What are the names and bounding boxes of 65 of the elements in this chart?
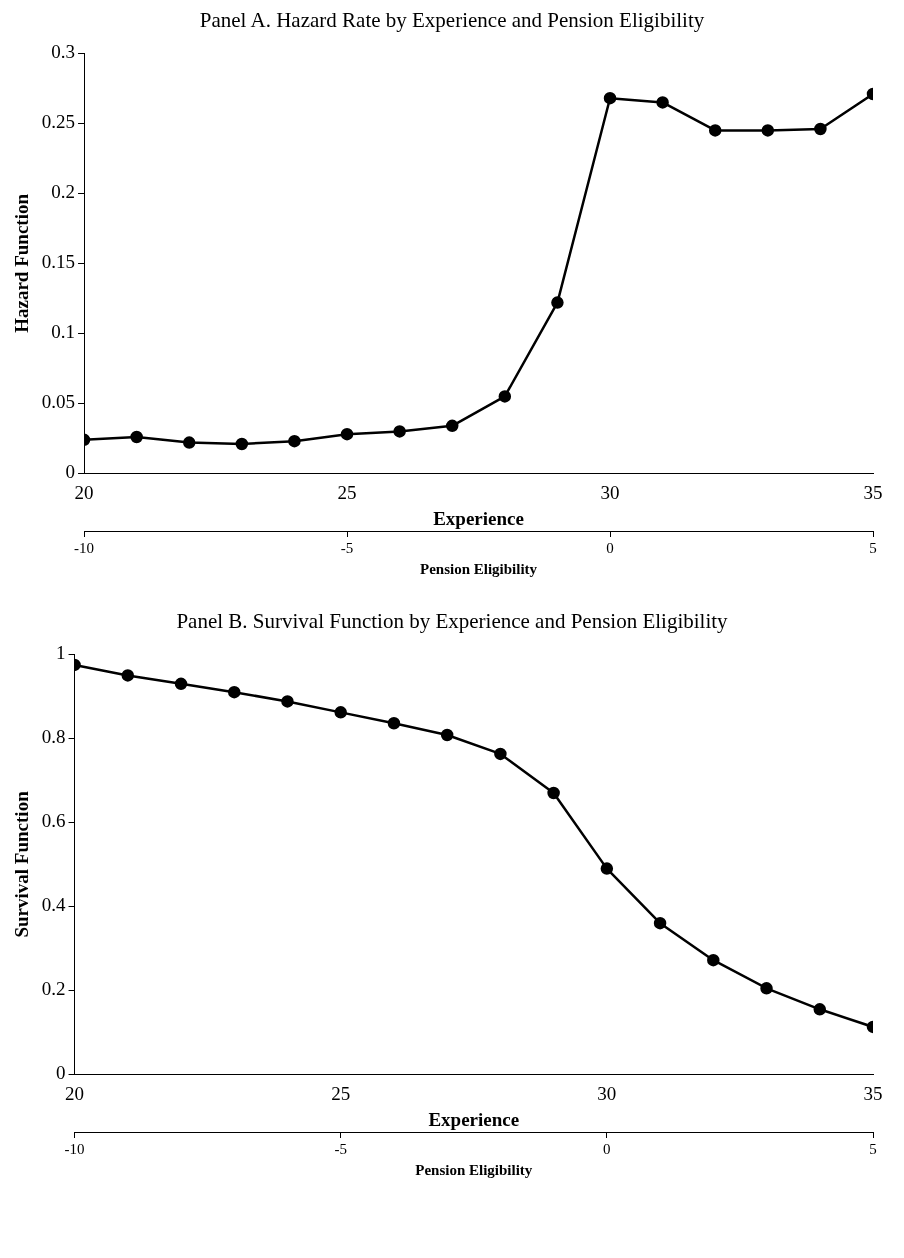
point <box>334 706 347 719</box>
y-tick-label: 0 <box>56 1062 66 1084</box>
x-tick-label: 25 <box>337 481 357 503</box>
x-tick-label: 30 <box>597 1082 617 1104</box>
point <box>600 862 614 875</box>
x2-tick-label: 5 <box>869 1140 877 1157</box>
x2-axis-title: Pension Eligibility <box>415 1161 533 1178</box>
x2-tick-label: 0 <box>606 539 614 556</box>
point <box>445 419 459 433</box>
y-tick-label: 0.25 <box>41 111 76 133</box>
point <box>551 296 564 309</box>
point <box>182 436 196 449</box>
x2-tick-label: 0 <box>603 1140 611 1157</box>
point <box>547 786 560 800</box>
point <box>813 1003 827 1016</box>
x-tick-label: 35 <box>863 1082 883 1104</box>
point <box>814 122 827 136</box>
x2-tick-label: 5 <box>869 539 877 556</box>
y-tick-label: 0.3 <box>51 41 76 63</box>
y-tick-label: 0.8 <box>41 726 66 748</box>
point <box>440 728 454 742</box>
x-tick-label: 20 <box>65 1082 85 1104</box>
x-tick-label: 30 <box>600 481 620 503</box>
point <box>387 717 401 730</box>
point <box>227 685 241 699</box>
y-tick-label: 0.1 <box>51 321 76 343</box>
point <box>707 953 720 967</box>
point <box>761 124 775 137</box>
point <box>281 695 294 708</box>
y-axis-title: Survival Function <box>11 790 33 938</box>
chart-title: Panel A. Hazard Rate by Experience and Pension Eligibility <box>198 8 706 33</box>
y-tick-label: 0.6 <box>41 810 66 832</box>
x2-tick-label: -10 <box>64 1140 85 1157</box>
x-tick-label: 35 <box>863 481 883 503</box>
x-tick-label: 25 <box>331 1082 351 1104</box>
y-tick-label: 0.4 <box>41 894 67 916</box>
point <box>235 437 249 451</box>
chart-title: Panel B. Survival Function by Experience and Pension Eligibility <box>175 609 729 634</box>
point <box>760 982 773 995</box>
x-axis-title: Experience <box>433 507 524 529</box>
x-axis-title: Experience <box>428 1108 520 1130</box>
x2-tick-label: -5 <box>334 1140 347 1157</box>
x2-tick-label: -10 <box>74 539 95 556</box>
point <box>603 91 617 105</box>
point <box>174 677 188 691</box>
point <box>708 124 722 137</box>
point <box>340 427 354 441</box>
y-tick-label: 1 <box>56 642 66 664</box>
point <box>494 747 507 761</box>
y-tick-label: 0.15 <box>41 251 76 273</box>
y-tick-label: 0.2 <box>41 978 66 1000</box>
point <box>121 669 135 682</box>
x2-tick-label: -5 <box>340 539 354 556</box>
x2-axis-title: Pension Eligibility <box>419 560 538 577</box>
point <box>498 390 512 403</box>
y-tick-label: 0.2 <box>51 181 76 203</box>
y-tick-label: 0.05 <box>41 391 76 413</box>
point <box>288 434 301 448</box>
point <box>130 430 143 444</box>
point <box>393 425 406 438</box>
point <box>656 96 669 109</box>
point <box>653 916 667 930</box>
y-tick-label: 0 <box>65 461 76 483</box>
y-axis-title: Hazard Function <box>11 193 33 333</box>
x-tick-label: 20 <box>74 481 94 503</box>
